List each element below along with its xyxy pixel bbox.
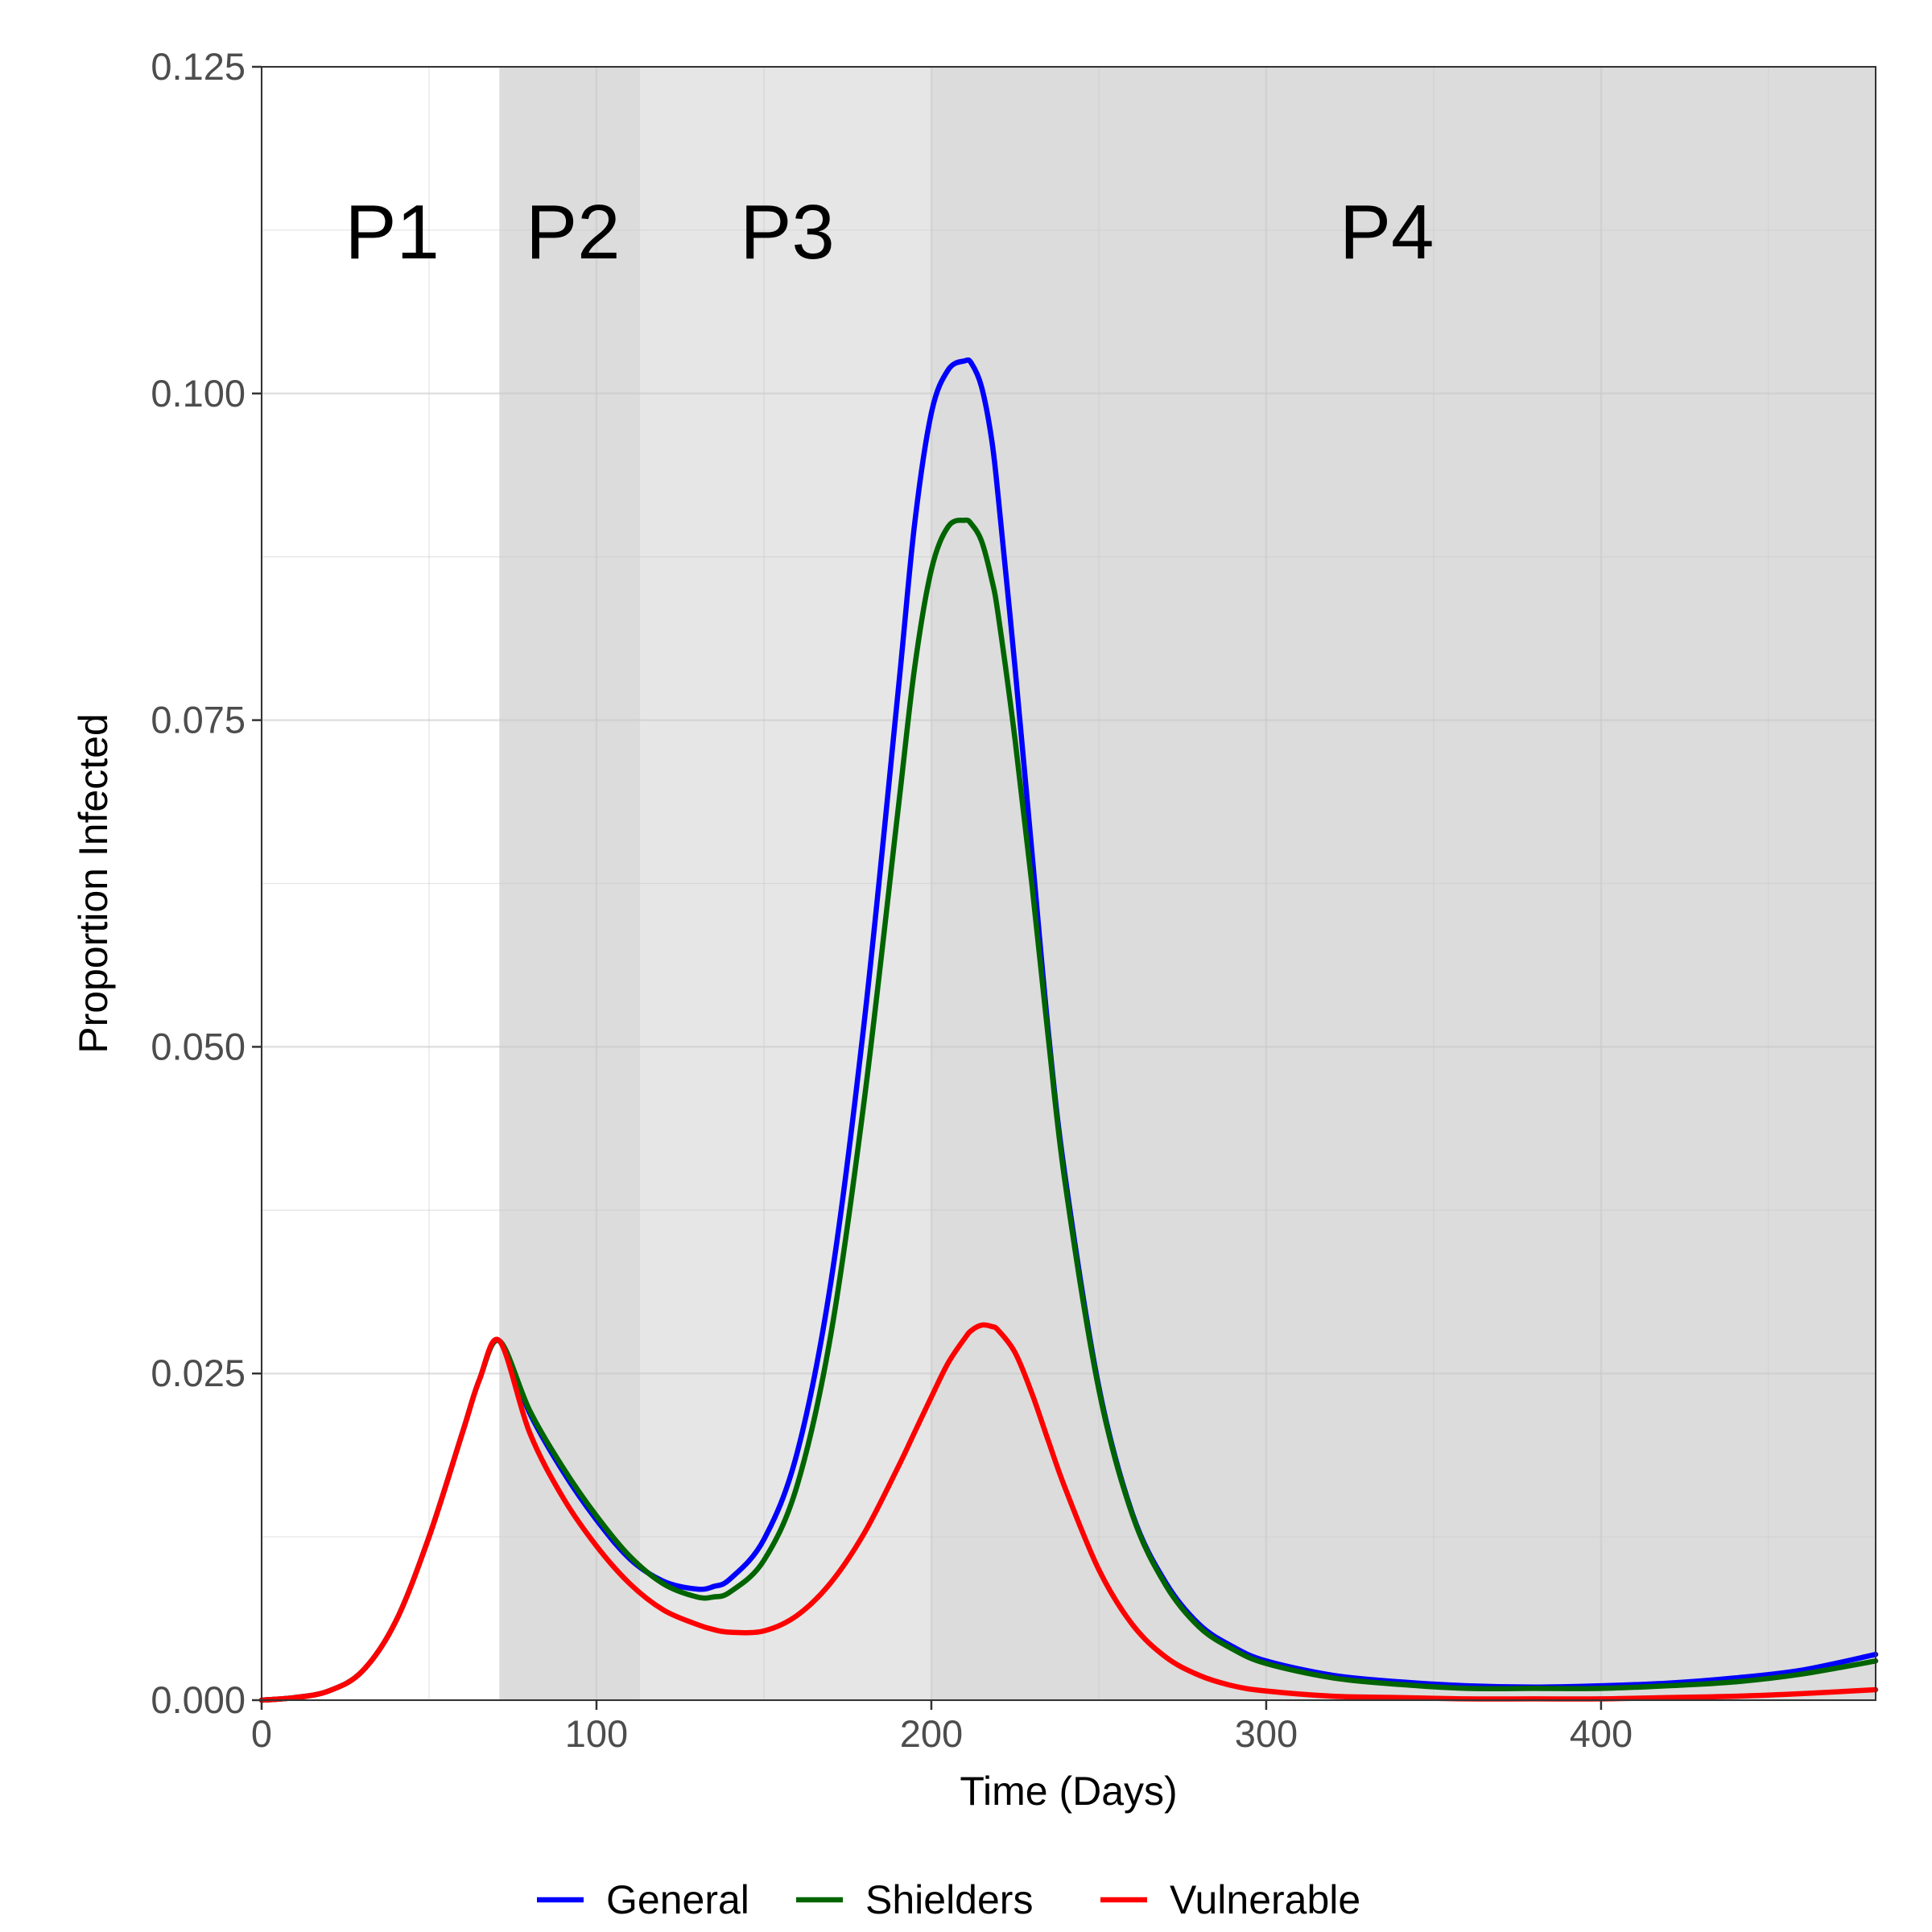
phase-label-p1: P1 xyxy=(345,189,440,275)
phase-band-p3 xyxy=(640,67,931,1700)
phase-bands xyxy=(262,67,1876,1700)
y-tick-label: 0.125 xyxy=(151,45,246,88)
phase-band-p2 xyxy=(499,67,641,1700)
y-tick-label: 0.000 xyxy=(151,1678,246,1721)
x-tick-label: 400 xyxy=(1570,1712,1633,1755)
legend-label-general: General xyxy=(606,1877,749,1922)
phase-labels: P1 P2 P3 P4 xyxy=(345,189,1435,275)
x-tick-label: 100 xyxy=(565,1712,628,1755)
x-tick-label: 300 xyxy=(1235,1712,1298,1755)
panel-border xyxy=(261,66,1876,1701)
x-tick-label: 0 xyxy=(251,1712,272,1755)
phase-band-p4 xyxy=(931,67,1876,1700)
legend: General Shielders Vulnerable xyxy=(537,1877,1360,1922)
y-tick-label: 0.100 xyxy=(151,372,246,415)
phase-label-p3: P3 xyxy=(740,189,834,275)
series-lines xyxy=(258,357,1879,1703)
phase-label-p4: P4 xyxy=(1340,189,1434,275)
series-line-shielders xyxy=(258,517,1879,1703)
phase-band-p1 xyxy=(262,67,500,1700)
y-tick-label: 0.050 xyxy=(151,1025,246,1067)
y-axis-title: Proportion Infected xyxy=(71,713,116,1054)
phase-label-p2: P2 xyxy=(526,189,620,275)
legend-label-shielders: Shielders xyxy=(865,1877,1033,1922)
axis-ticks: 0.000 0.025 0.050 0.075 0.100 0.125 0 100 200 300… xyxy=(151,45,1633,1755)
y-tick-label: 0.025 xyxy=(151,1352,246,1394)
legend-label-vulnerable: Vulnerable xyxy=(1170,1877,1360,1922)
y-tick-label: 0.075 xyxy=(151,699,246,741)
x-tick-label: 200 xyxy=(900,1712,963,1755)
series-line-vulnerable xyxy=(258,1322,1879,1703)
x-axis-title: Time (Days) xyxy=(960,1769,1177,1814)
